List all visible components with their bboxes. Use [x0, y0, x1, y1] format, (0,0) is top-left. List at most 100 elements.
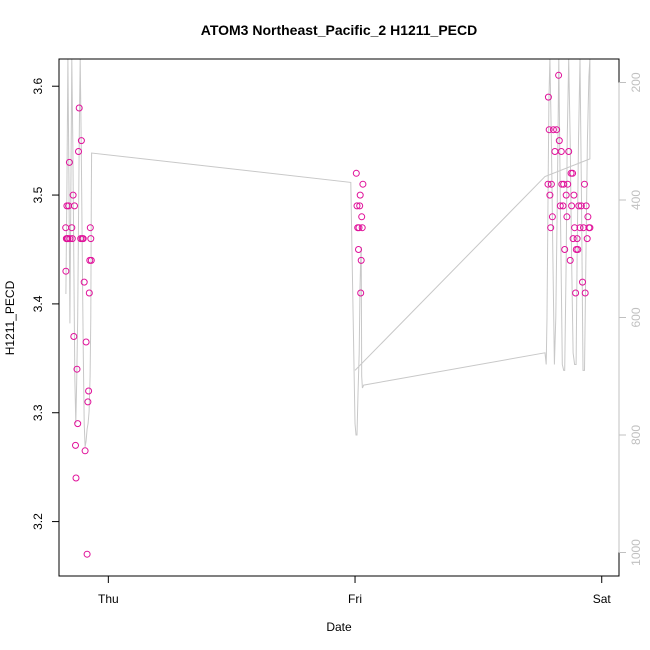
x-tick-label: Thu — [98, 592, 119, 606]
data-point — [358, 224, 366, 232]
data-point — [572, 289, 580, 297]
points-layer — [62, 71, 594, 558]
y-tick-label: 3.3 — [31, 404, 45, 421]
data-point — [573, 235, 581, 243]
data-point — [581, 180, 588, 188]
x-tick-label: Fri — [348, 592, 362, 606]
axes-layer: 3.2 3.3 3.4 3.5 3.6 Thu Fri Sat 200 400 600 800 1000 — [31, 72, 643, 606]
data-point — [556, 202, 564, 210]
profile-layer — [65, 59, 591, 447]
data-point — [80, 278, 88, 286]
data-point — [555, 71, 563, 79]
data-point — [356, 202, 364, 210]
data-point — [85, 387, 93, 395]
data-point — [581, 289, 589, 297]
data-point — [68, 224, 76, 232]
data-point — [547, 224, 555, 232]
data-point — [62, 224, 70, 232]
chart-title: ATOM3 Northeast_Pacific_2 H1211_PECD — [201, 22, 478, 38]
data-point — [546, 191, 554, 199]
y-tick-label: 3.6 — [31, 78, 45, 95]
data-point — [73, 365, 81, 373]
data-point — [355, 246, 362, 253]
data-point — [68, 235, 76, 243]
data-point — [547, 180, 555, 188]
data-point — [355, 224, 363, 232]
data-point — [582, 202, 590, 210]
y2-tick-label: 1000 — [629, 539, 643, 566]
data-point — [568, 202, 576, 210]
data-point — [553, 126, 561, 134]
y2-tick-label: 600 — [629, 307, 643, 327]
data-point — [85, 289, 93, 297]
data-point — [72, 474, 80, 482]
plot-frame — [58, 58, 620, 577]
data-point — [571, 224, 579, 232]
y2-tick-label: 200 — [629, 72, 643, 92]
data-point — [84, 398, 92, 406]
y2-tick-label: 800 — [629, 425, 643, 445]
x-axis-label: Date — [326, 620, 352, 634]
data-point — [69, 191, 77, 199]
data-point — [86, 224, 94, 232]
data-point — [548, 213, 556, 221]
data-point — [66, 235, 74, 243]
data-point — [574, 246, 582, 253]
data-point — [71, 202, 78, 210]
data-point — [82, 338, 90, 346]
data-point — [75, 104, 83, 112]
y-tick-label: 3.5 — [31, 186, 45, 203]
data-point — [579, 278, 586, 286]
data-point — [560, 180, 568, 188]
y-tick-label: 3.2 — [31, 513, 45, 530]
data-point — [561, 246, 569, 253]
data-point — [584, 213, 592, 221]
data-point — [544, 93, 552, 101]
data-point — [359, 180, 367, 188]
x-tick-label: Sat — [593, 592, 612, 606]
data-point — [562, 191, 570, 199]
y2-tick-label: 400 — [629, 190, 643, 210]
data-point — [353, 202, 361, 210]
data-point — [555, 137, 563, 145]
data-point — [357, 256, 365, 264]
data-point — [557, 148, 565, 155]
data-point — [583, 235, 591, 243]
data-point — [569, 169, 577, 177]
data-point — [357, 289, 365, 297]
data-point — [87, 256, 95, 264]
data-point — [545, 126, 553, 134]
data-point — [565, 148, 573, 155]
data-point — [81, 447, 89, 455]
data-point — [352, 169, 360, 177]
data-point — [75, 148, 82, 155]
data-point — [62, 267, 70, 275]
profile-line — [65, 59, 591, 447]
data-point — [566, 256, 574, 264]
data-point — [356, 191, 364, 199]
data-point — [551, 148, 559, 155]
data-point — [77, 137, 85, 145]
data-point — [564, 180, 572, 188]
data-point — [70, 333, 78, 340]
data-point — [358, 213, 366, 221]
y-axis-label: H1211_PECD — [3, 280, 17, 355]
data-point — [549, 126, 557, 134]
data-point — [586, 224, 594, 232]
data-point — [576, 224, 584, 232]
data-point — [65, 158, 73, 166]
data-point — [83, 550, 91, 558]
data-point — [577, 202, 585, 210]
data-point — [72, 441, 79, 449]
data-point — [74, 420, 82, 428]
y-tick-label: 3.4 — [31, 295, 45, 312]
data-point — [64, 235, 72, 243]
data-point — [79, 235, 87, 243]
data-point — [559, 202, 567, 210]
data-point — [87, 235, 95, 243]
data-point — [569, 235, 577, 243]
data-point — [570, 191, 578, 199]
data-point — [544, 180, 552, 188]
data-point — [563, 213, 571, 221]
